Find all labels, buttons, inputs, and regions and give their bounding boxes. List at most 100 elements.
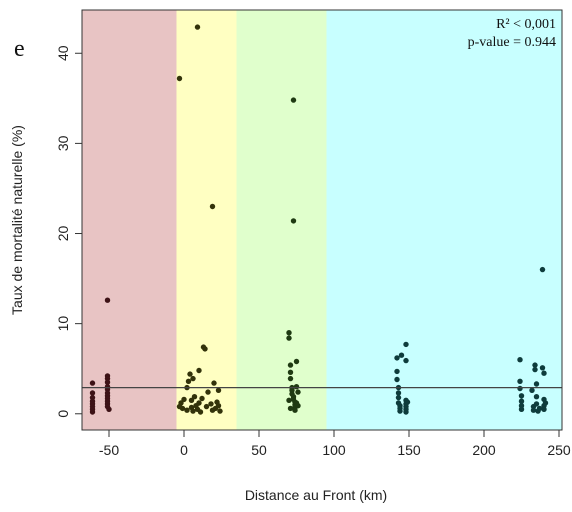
y-tick-label: 20 <box>55 226 71 242</box>
x-tick-label: 200 <box>472 442 496 458</box>
data-point <box>397 408 403 414</box>
data-point <box>295 403 301 409</box>
y-axis-title: Taux de mortalité naturelle (%) <box>9 125 25 315</box>
data-point <box>398 352 405 358</box>
data-point <box>532 362 538 368</box>
data-point <box>287 375 294 382</box>
data-point <box>89 390 96 396</box>
data-point <box>295 389 301 395</box>
x-tick-label: 100 <box>322 442 346 458</box>
data-point <box>287 405 294 412</box>
data-point <box>89 380 96 386</box>
data-point <box>209 203 216 210</box>
data-point <box>292 407 298 413</box>
x-axis-title: Distance au Front (km) <box>245 487 387 503</box>
data-point <box>211 380 217 386</box>
y-axis: 0 10 20 30 40 <box>55 45 82 418</box>
data-point <box>215 403 222 409</box>
data-point <box>395 390 402 396</box>
data-point <box>176 75 183 82</box>
y-tick-label: 10 <box>55 316 71 332</box>
data-point <box>179 405 186 412</box>
x-tick-label: 50 <box>251 442 267 458</box>
y-tick-label: 30 <box>55 135 71 151</box>
data-point <box>541 406 547 412</box>
data-point <box>404 399 411 405</box>
x-tick-label: 0 <box>180 442 188 458</box>
data-point <box>190 375 196 382</box>
data-point <box>104 379 111 385</box>
data-point <box>518 393 525 399</box>
data-point <box>287 369 294 375</box>
data-point <box>188 397 195 403</box>
data-point <box>286 397 292 403</box>
data-point <box>89 394 96 401</box>
data-point <box>290 97 297 103</box>
data-point <box>196 400 202 406</box>
data-point <box>197 409 204 415</box>
data-point <box>542 400 549 406</box>
y-tick-label: 40 <box>55 45 71 61</box>
data-point <box>533 394 540 400</box>
data-point <box>184 407 190 413</box>
data-point <box>286 330 292 336</box>
data-point <box>191 394 198 400</box>
data-point <box>539 365 546 371</box>
panel-label: e <box>14 36 25 62</box>
zone-band-1 <box>82 10 177 430</box>
data-point <box>199 395 205 402</box>
data-point <box>287 362 294 368</box>
data-point <box>403 341 409 348</box>
data-point <box>290 218 297 224</box>
data-point <box>395 394 402 401</box>
data-point <box>394 355 400 361</box>
data-point <box>194 24 201 30</box>
data-point <box>181 396 187 403</box>
data-point <box>536 405 543 412</box>
data-point <box>518 406 525 412</box>
data-point <box>104 297 111 303</box>
data-point <box>529 387 535 393</box>
data-point <box>106 406 112 412</box>
data-point <box>517 378 523 384</box>
x-tick-label: 150 <box>397 442 421 458</box>
data-point <box>286 335 292 341</box>
p-value-annotation: p-value = 0.944 <box>468 35 556 50</box>
data-point <box>394 376 400 383</box>
x-tick-label: -50 <box>99 442 119 458</box>
zone-band-2 <box>176 10 237 430</box>
zone-band-4 <box>326 10 562 430</box>
data-point <box>532 366 538 373</box>
data-point <box>217 408 223 414</box>
data-point <box>293 384 300 390</box>
data-point <box>215 387 222 393</box>
x-tick-label: 250 <box>547 442 571 458</box>
data-point <box>403 357 409 364</box>
data-point <box>185 378 192 384</box>
data-point <box>203 403 210 410</box>
data-point <box>533 381 540 387</box>
data-point <box>539 266 546 273</box>
data-point <box>205 389 211 395</box>
data-point <box>293 358 300 365</box>
data-points <box>89 24 549 415</box>
r-squared-annotation: R² < 0,001 <box>496 17 556 32</box>
data-point <box>196 367 202 374</box>
data-point <box>394 368 400 375</box>
data-point <box>517 357 523 363</box>
data-point <box>190 408 196 414</box>
data-point <box>518 398 525 404</box>
distance-zones <box>82 10 562 430</box>
data-point <box>202 346 208 352</box>
data-point <box>208 401 214 407</box>
data-point <box>187 371 193 377</box>
zone-band-3 <box>236 10 327 430</box>
data-point <box>533 401 540 407</box>
x-axis: -50 0 50 100 150 200 250 <box>99 430 571 458</box>
data-point <box>541 370 547 376</box>
data-point <box>403 409 409 415</box>
data-point <box>517 385 523 392</box>
plot-frame <box>81 9 563 431</box>
y-tick-label: 0 <box>55 410 71 418</box>
